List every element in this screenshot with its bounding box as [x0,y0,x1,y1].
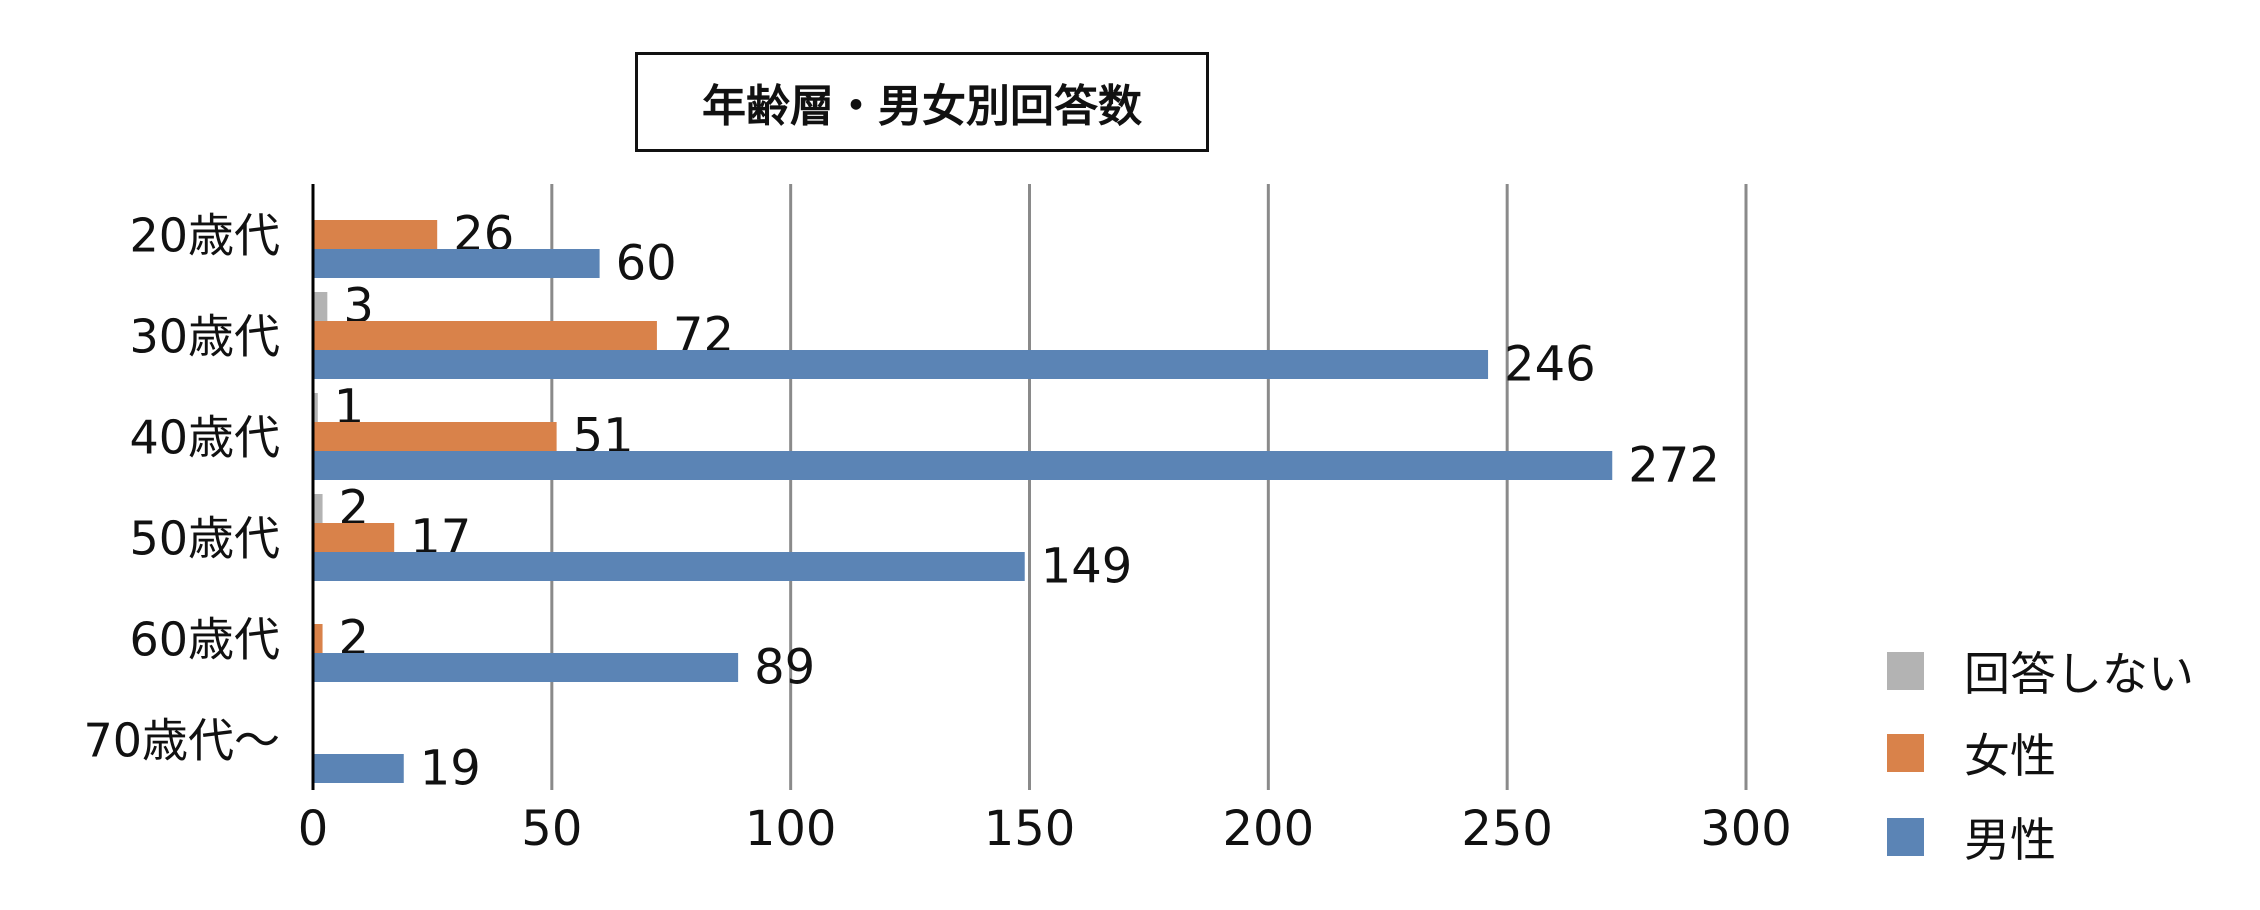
x-tick-label: 50 [521,801,582,857]
bar [313,624,323,653]
bar [313,422,557,451]
legend-label: 回答しない [1964,647,2194,701]
bar [313,653,739,682]
data-label: 60 [616,236,677,292]
data-label: 246 [1504,337,1596,393]
bar [313,321,657,350]
legend-swatch [1887,734,1924,772]
legend-item: 女性 [1887,720,2056,786]
x-tick-label: 0 [298,801,329,857]
bar [313,393,318,422]
x-tick-label: 200 [1223,801,1315,857]
bar [313,350,1489,379]
data-label: 272 [1628,438,1720,494]
category-label: 60歳代 [129,613,280,667]
x-tick-label: 300 [1700,801,1792,857]
x-tick-label: 150 [984,801,1076,857]
x-tick-label: 100 [745,801,837,857]
category-label: 40歳代 [129,411,280,465]
legend-label: 女性 [1964,729,2056,783]
category-label: 20歳代 [129,209,280,263]
bar [313,249,600,278]
bar [313,754,404,783]
bar [313,220,438,249]
chart-title: 年齢層・男女別回答数 [635,52,1209,152]
bar [313,552,1025,581]
legend-item: 回答しない [1887,638,2194,704]
bar [313,451,1613,480]
legend-swatch [1887,652,1924,690]
category-label: 70歳代〜 [83,714,280,768]
data-label: 19 [420,741,481,797]
data-label: 89 [754,640,815,696]
x-tick-label: 250 [1461,801,1553,857]
legend-label: 男性 [1964,813,2056,867]
data-label: 149 [1041,539,1133,595]
bar [313,523,395,552]
legend-item: 男性 [1887,804,2056,870]
category-label: 30歳代 [129,310,280,364]
bar [313,292,328,321]
bar [313,494,323,523]
legend-swatch [1887,818,1924,856]
category-label: 50歳代 [129,512,280,566]
